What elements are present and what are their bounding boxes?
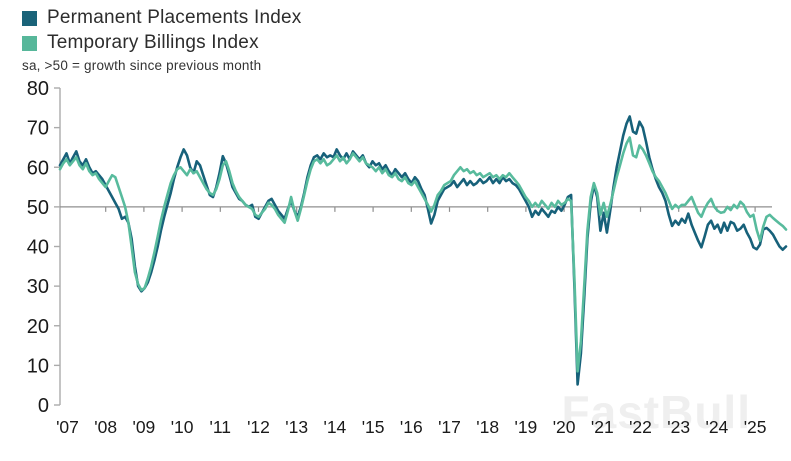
y-tick-label: 10 bbox=[27, 355, 49, 377]
permanent-series-swatch-icon bbox=[22, 10, 37, 26]
fastbull-watermark: FastBull bbox=[561, 386, 751, 438]
temporary-series-swatch-icon bbox=[22, 35, 37, 51]
y-tick-label: 80 bbox=[27, 78, 49, 100]
legend-label-temporary: Temporary Billings Index bbox=[47, 32, 259, 53]
chart-legend: Permanent Placements Index Temporary Bil… bbox=[22, 7, 301, 73]
y-tick-label: 30 bbox=[27, 276, 49, 298]
y-tick-label: 0 bbox=[38, 395, 49, 417]
permanent-placements-line bbox=[58, 115, 788, 386]
x-tick-label: '07 bbox=[56, 417, 79, 437]
x-tick-label: '16 bbox=[400, 417, 423, 437]
x-tick-label: '17 bbox=[438, 417, 461, 437]
x-tick-label: '12 bbox=[247, 417, 270, 437]
x-tick-label: '14 bbox=[323, 417, 346, 437]
x-tick-label: '21 bbox=[591, 417, 614, 437]
y-tick-label: 60 bbox=[27, 157, 49, 179]
y-tick-label: 70 bbox=[27, 118, 49, 140]
legend-item-permanent: Permanent Placements Index bbox=[22, 7, 301, 29]
legend-item-temporary: Temporary Billings Index bbox=[22, 32, 301, 54]
x-tick-label: '11 bbox=[210, 417, 232, 437]
x-tick-label: '25 bbox=[744, 417, 767, 437]
x-tick-label: '23 bbox=[667, 417, 690, 437]
y-tick-label: 50 bbox=[27, 197, 49, 219]
legend-label-permanent: Permanent Placements Index bbox=[47, 7, 302, 28]
x-tick-label: '19 bbox=[514, 417, 537, 437]
x-tick-label: '09 bbox=[132, 417, 155, 437]
x-tick-label: '18 bbox=[476, 417, 499, 437]
y-tick-label: 40 bbox=[27, 237, 49, 259]
x-tick-label: '10 bbox=[171, 417, 194, 437]
x-tick-label: '13 bbox=[285, 417, 308, 437]
x-tick-label: '24 bbox=[705, 417, 728, 437]
x-tick-label: '15 bbox=[362, 417, 385, 437]
x-tick-label: '20 bbox=[553, 417, 576, 437]
y-tick-label: 20 bbox=[27, 316, 49, 338]
x-tick-label: '08 bbox=[94, 417, 117, 437]
chart-subtitle: sa, >50 = growth since previous month bbox=[22, 58, 262, 73]
x-tick-label: '22 bbox=[629, 417, 652, 437]
temporary-billings-line bbox=[58, 136, 788, 373]
